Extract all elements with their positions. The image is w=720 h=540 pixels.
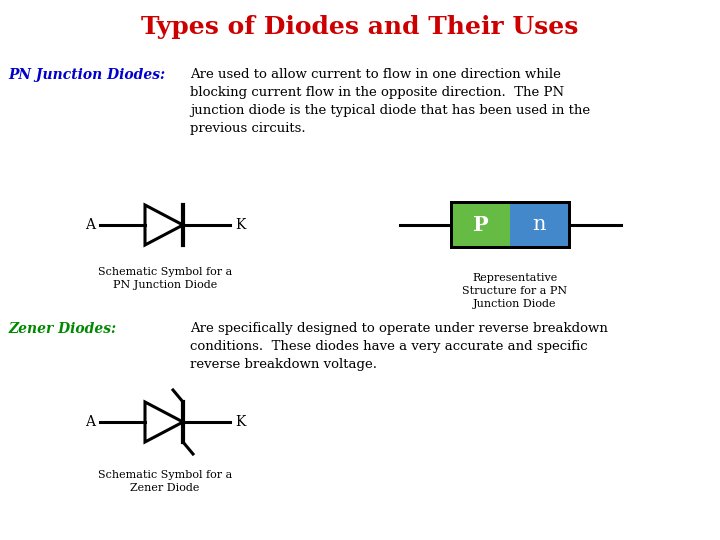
Text: K: K bbox=[235, 218, 246, 232]
Text: K: K bbox=[235, 415, 246, 429]
Text: Are used to allow current to flow in one direction while
blocking current flow i: Are used to allow current to flow in one… bbox=[190, 68, 590, 135]
Text: n: n bbox=[532, 215, 546, 234]
Text: Representative
Structure for a PN
Junction Diode: Representative Structure for a PN Juncti… bbox=[462, 273, 567, 309]
Text: Are specifically designed to operate under reverse breakdown
conditions.  These : Are specifically designed to operate und… bbox=[190, 322, 608, 371]
Bar bbox=[452, 204, 510, 246]
Text: Schematic Symbol for a
Zener Diode: Schematic Symbol for a Zener Diode bbox=[98, 470, 232, 493]
Text: Zener Diodes:: Zener Diodes: bbox=[8, 322, 116, 336]
Text: PN Junction Diodes:: PN Junction Diodes: bbox=[8, 68, 165, 82]
Text: A: A bbox=[85, 218, 95, 232]
Text: A: A bbox=[85, 415, 95, 429]
Text: Types of Diodes and Their Uses: Types of Diodes and Their Uses bbox=[141, 15, 579, 39]
Text: P: P bbox=[474, 215, 489, 235]
Bar bbox=[510, 204, 567, 246]
Bar bbox=[449, 201, 570, 249]
Text: Schematic Symbol for a
PN Junction Diode: Schematic Symbol for a PN Junction Diode bbox=[98, 267, 232, 290]
